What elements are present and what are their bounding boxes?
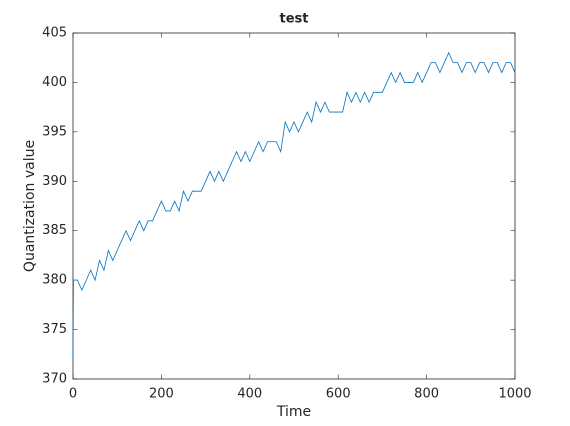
axes-box [72,32,516,380]
data-line [72,51,516,360]
y-tick-label: 405 [42,26,67,41]
x-axis-label: Time [276,404,311,420]
y-tick-label: 370 [42,372,67,387]
y-tick-label: 400 [42,75,67,90]
y-tick-label: 380 [42,273,67,288]
y-axis-label: Quantization value [22,140,38,272]
y-tick-label: 375 [42,322,67,337]
chart-title: test [280,12,309,27]
x-tick-label: 0 [69,387,77,402]
y-tick-label: 390 [42,174,67,189]
y-tick-label: 395 [42,124,67,139]
x-tick-label: 800 [414,387,439,402]
x-tick-label: 400 [237,387,262,402]
x-tick-label: 600 [326,387,351,402]
x-tick-label: 200 [149,387,174,402]
x-tick-label: 1000 [498,387,531,402]
y-tick-label: 385 [42,223,67,238]
